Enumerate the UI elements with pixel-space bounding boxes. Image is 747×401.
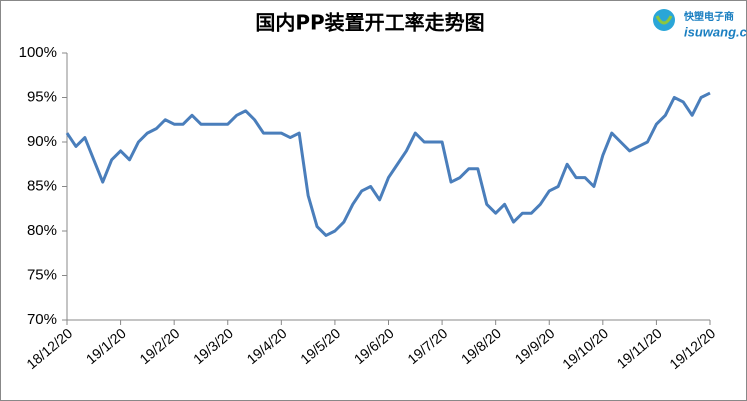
logo: 快塑电子商 isuwang.c (653, 9, 747, 39)
y-tick-label: 90% (27, 133, 57, 150)
y-tick-label: 100% (19, 44, 57, 61)
logo-icon (655, 15, 673, 25)
line-series (65, 91, 711, 237)
chart-title: 国内PP装置开工率走势图 (255, 11, 484, 35)
logo-icon (653, 9, 675, 31)
y-tick-label: 80% (27, 222, 57, 239)
logo-text: 快塑电子商 (683, 10, 734, 23)
y-tick-label: 85% (27, 177, 57, 194)
y-tick-label: 70% (27, 311, 57, 328)
y-tick-label: 75% (27, 266, 57, 283)
y-tick-label: 95% (27, 88, 57, 105)
logo-url: isuwang.c (684, 24, 747, 39)
